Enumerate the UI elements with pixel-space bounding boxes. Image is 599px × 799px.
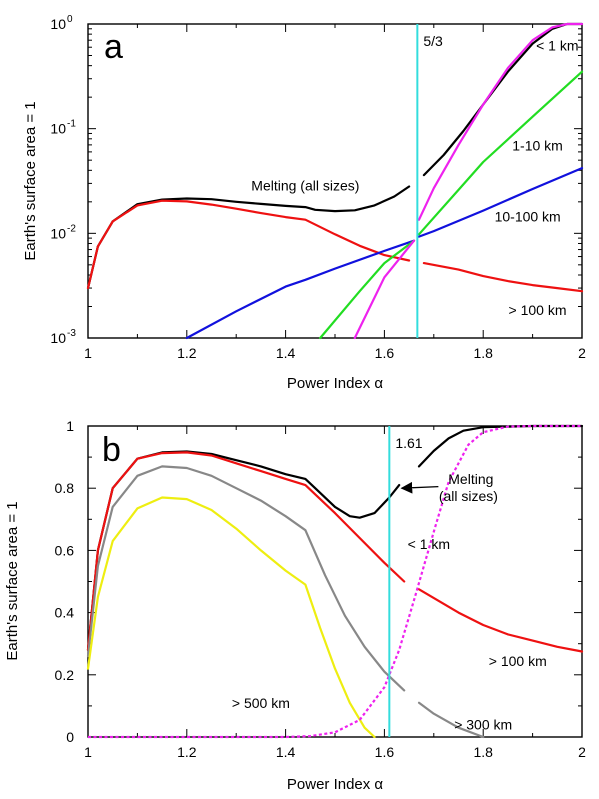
panel-a-vline-label: 5/3 bbox=[423, 33, 443, 49]
series-line-melting-all-sizes-seg-0 bbox=[86, 450, 401, 651]
x-tick-label: 1.2 bbox=[177, 744, 197, 760]
x-tick-label: 1.2 bbox=[177, 345, 197, 361]
annotation-label: Melting (all sizes) bbox=[251, 178, 359, 194]
panel-b-annotations: Melting(all sizes) < 1 km > 100 km > 500 km… bbox=[232, 471, 547, 733]
y-tick-label: 0.8 bbox=[55, 480, 75, 496]
series-line-10-100-km-seg-0 bbox=[185, 239, 416, 340]
panel-b-plot-frame bbox=[87, 425, 583, 738]
y-tick-exponent: -1 bbox=[67, 119, 76, 130]
series-line-1-10-km-seg-1 bbox=[417, 70, 584, 236]
series-line-100-km-seg-0 bbox=[86, 199, 411, 290]
annotation-label: > 100 km bbox=[489, 653, 547, 669]
x-tick-label: 1.4 bbox=[276, 345, 296, 361]
y-tick-label: 0.6 bbox=[55, 542, 75, 558]
annotation-label: > 100 km bbox=[509, 302, 567, 318]
series-line-melting-all-sizes-seg-1 bbox=[417, 424, 584, 468]
series-line-300-km-seg-1 bbox=[417, 701, 485, 739]
series-line-100-km-seg-1 bbox=[422, 262, 584, 293]
panel-b: 1 1.2 1.4 1.6 1.8 2 0 0.2 0.4 0.6 0.8 1 1.61 Meltin… bbox=[4, 418, 586, 793]
annotation-label: (all sizes) bbox=[439, 488, 498, 504]
panel-b-vline-label: 1.61 bbox=[395, 435, 422, 451]
y-tick-label: 10 bbox=[50, 225, 66, 241]
panel-b-ticks: 1 1.2 1.4 1.6 1.8 2 0 0.2 0.4 0.6 0.8 1 bbox=[55, 418, 587, 760]
y-tick-label: 0 bbox=[66, 729, 74, 745]
panel-a-annotations: Melting (all sizes) < 1 km 1-10 km 10-100 k… bbox=[251, 38, 578, 318]
annotation-label: > 500 km bbox=[232, 695, 290, 711]
series-line-melting-all-sizes-seg-0 bbox=[86, 185, 411, 290]
annotation-label: < 1 km bbox=[536, 38, 578, 54]
x-tick-label: 2 bbox=[578, 345, 586, 361]
y-tick-label: 0.2 bbox=[55, 667, 75, 683]
y-tick-label: 0.4 bbox=[55, 605, 75, 621]
series-line-100-km-seg-0 bbox=[86, 451, 406, 651]
panel-b-series bbox=[86, 424, 584, 739]
panel-a-y-axis-title: Earth's surface area = 1 bbox=[22, 101, 39, 260]
x-tick-label: 1.8 bbox=[473, 345, 493, 361]
series-line-1-10-km-seg-0 bbox=[319, 239, 416, 340]
x-tick-label: 1.6 bbox=[375, 744, 395, 760]
y-tick-exponent: -2 bbox=[67, 223, 76, 234]
panel-a-letter: a bbox=[104, 28, 123, 66]
x-tick-label: 1.6 bbox=[375, 345, 395, 361]
series-line-1-km-seg-1 bbox=[417, 22, 584, 221]
y-tick-label: 10 bbox=[50, 121, 66, 137]
y-tick-exponent: -3 bbox=[67, 328, 76, 339]
annotation-label: 1-10 km bbox=[512, 138, 563, 154]
panel-a-series bbox=[86, 22, 584, 340]
series-line-1-km-seg-0 bbox=[88, 424, 582, 739]
x-tick-label: 1 bbox=[84, 345, 92, 361]
x-tick-label: 2 bbox=[578, 744, 586, 760]
panel-a-x-axis-title: Power Index α bbox=[287, 375, 384, 392]
y-tick-label: 10 bbox=[50, 330, 66, 346]
panel-b-letter: b bbox=[102, 431, 121, 469]
annotation-label: Melting bbox=[448, 471, 493, 487]
annotation-label: > 300 km bbox=[454, 717, 512, 733]
series-line-100-km-seg-1 bbox=[417, 588, 584, 653]
x-tick-label: 1.8 bbox=[473, 744, 493, 760]
annotation-label: 10-100 km bbox=[495, 208, 561, 224]
y-tick-exponent: 0 bbox=[67, 14, 73, 25]
series-line-1-km-seg-0 bbox=[353, 239, 416, 340]
panel-b-x-axis-title: Power Index α bbox=[287, 776, 384, 793]
y-tick-label: 10 bbox=[50, 16, 66, 32]
x-tick-label: 1.4 bbox=[276, 744, 296, 760]
annotation-label: < 1 km bbox=[408, 536, 450, 552]
series-line-300-km-seg-0 bbox=[86, 465, 406, 692]
y-tick-label: 1 bbox=[66, 418, 74, 434]
series-line-10-100-km-seg-1 bbox=[417, 167, 584, 238]
panel-b-melting-arrow bbox=[400, 481, 439, 494]
panel-b-y-axis-title: Earth's surface area = 1 bbox=[4, 501, 21, 660]
x-tick-label: 1 bbox=[84, 744, 92, 760]
series-line-500-km-seg-0 bbox=[86, 496, 376, 739]
